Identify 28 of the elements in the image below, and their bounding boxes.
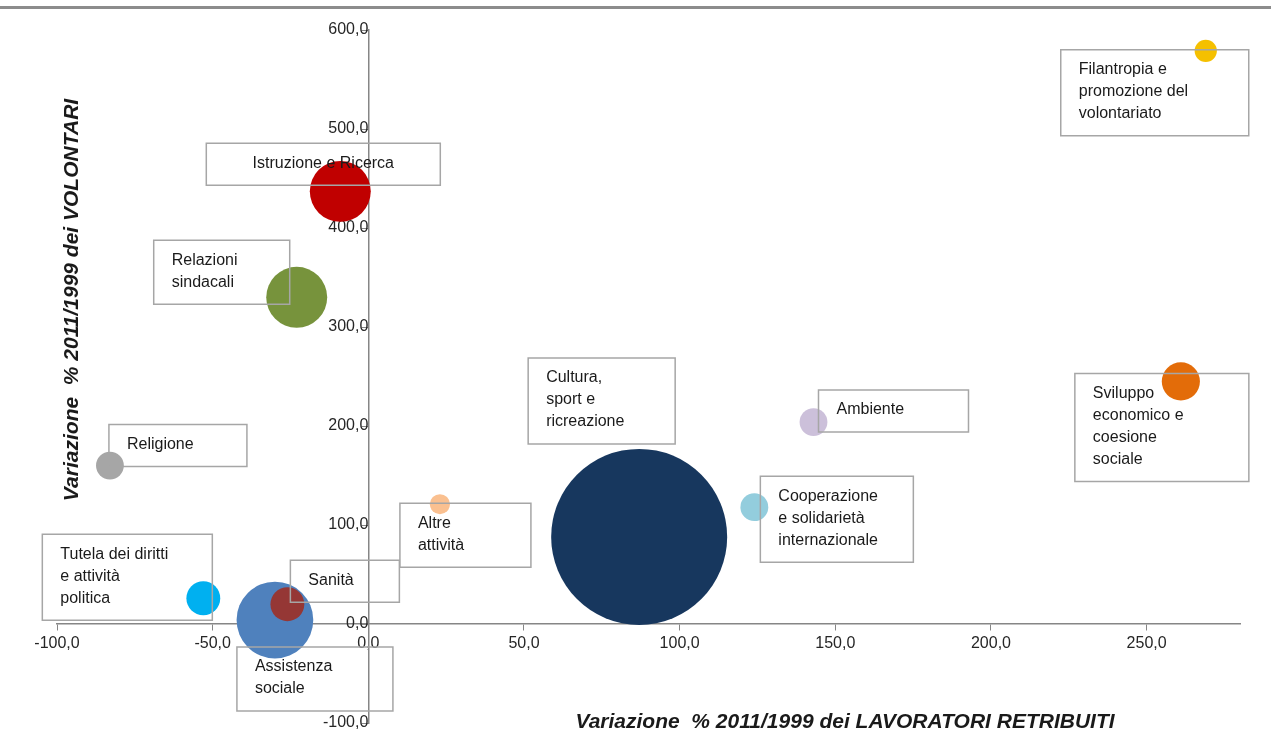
series-label: Sviluppo economico e coesione sociale (1092, 383, 1184, 467)
y-tick-label: 300,0 (328, 317, 369, 335)
y-tick-label: 600,0 (328, 20, 369, 38)
series-label: Religione (126, 435, 194, 453)
series-label: Sanità (308, 570, 354, 588)
x-tick-label: 150,0 (815, 634, 856, 652)
y-tick-label: 400,0 (328, 218, 369, 236)
x-tick-label: 50,0 (508, 634, 540, 652)
x-tick-label: 200,0 (970, 634, 1012, 652)
y-axis-title: Variazione % 2011/1999 dei VOLONTARI (58, 97, 82, 502)
x-axis-title: Variazione % 2011/1999 dei LAVORATORI RETRIBUITI (575, 708, 1116, 732)
x-tick-label: 250,0 (1126, 634, 1167, 652)
series-label: Altre attività (417, 513, 465, 553)
y-tick-label: -100,0 (322, 713, 369, 731)
y-tick-label: 500,0 (328, 119, 369, 137)
series-label: Tutela dei diritti e attività politica (60, 544, 169, 606)
y-tick-label: 100,0 (328, 515, 369, 533)
x-tick-label: 100,0 (659, 634, 700, 652)
y-tick-label: 200,0 (328, 416, 369, 434)
series-label: Cultura, sport e ricreazione (546, 368, 625, 430)
series-label: Relazioni sindacali (171, 250, 238, 290)
x-tick-label: 0,0 (357, 634, 380, 652)
series-label: Ambiente (836, 400, 905, 418)
x-tick-label: -100,0 (34, 634, 80, 652)
series-label: Assistenza sociale (254, 657, 333, 697)
series-label: Cooperazione e solidarietà internazionale (778, 486, 879, 548)
x-tick-label: -50,0 (194, 634, 231, 652)
series-label: Filantropia e promozione del volontariato (1078, 60, 1189, 122)
